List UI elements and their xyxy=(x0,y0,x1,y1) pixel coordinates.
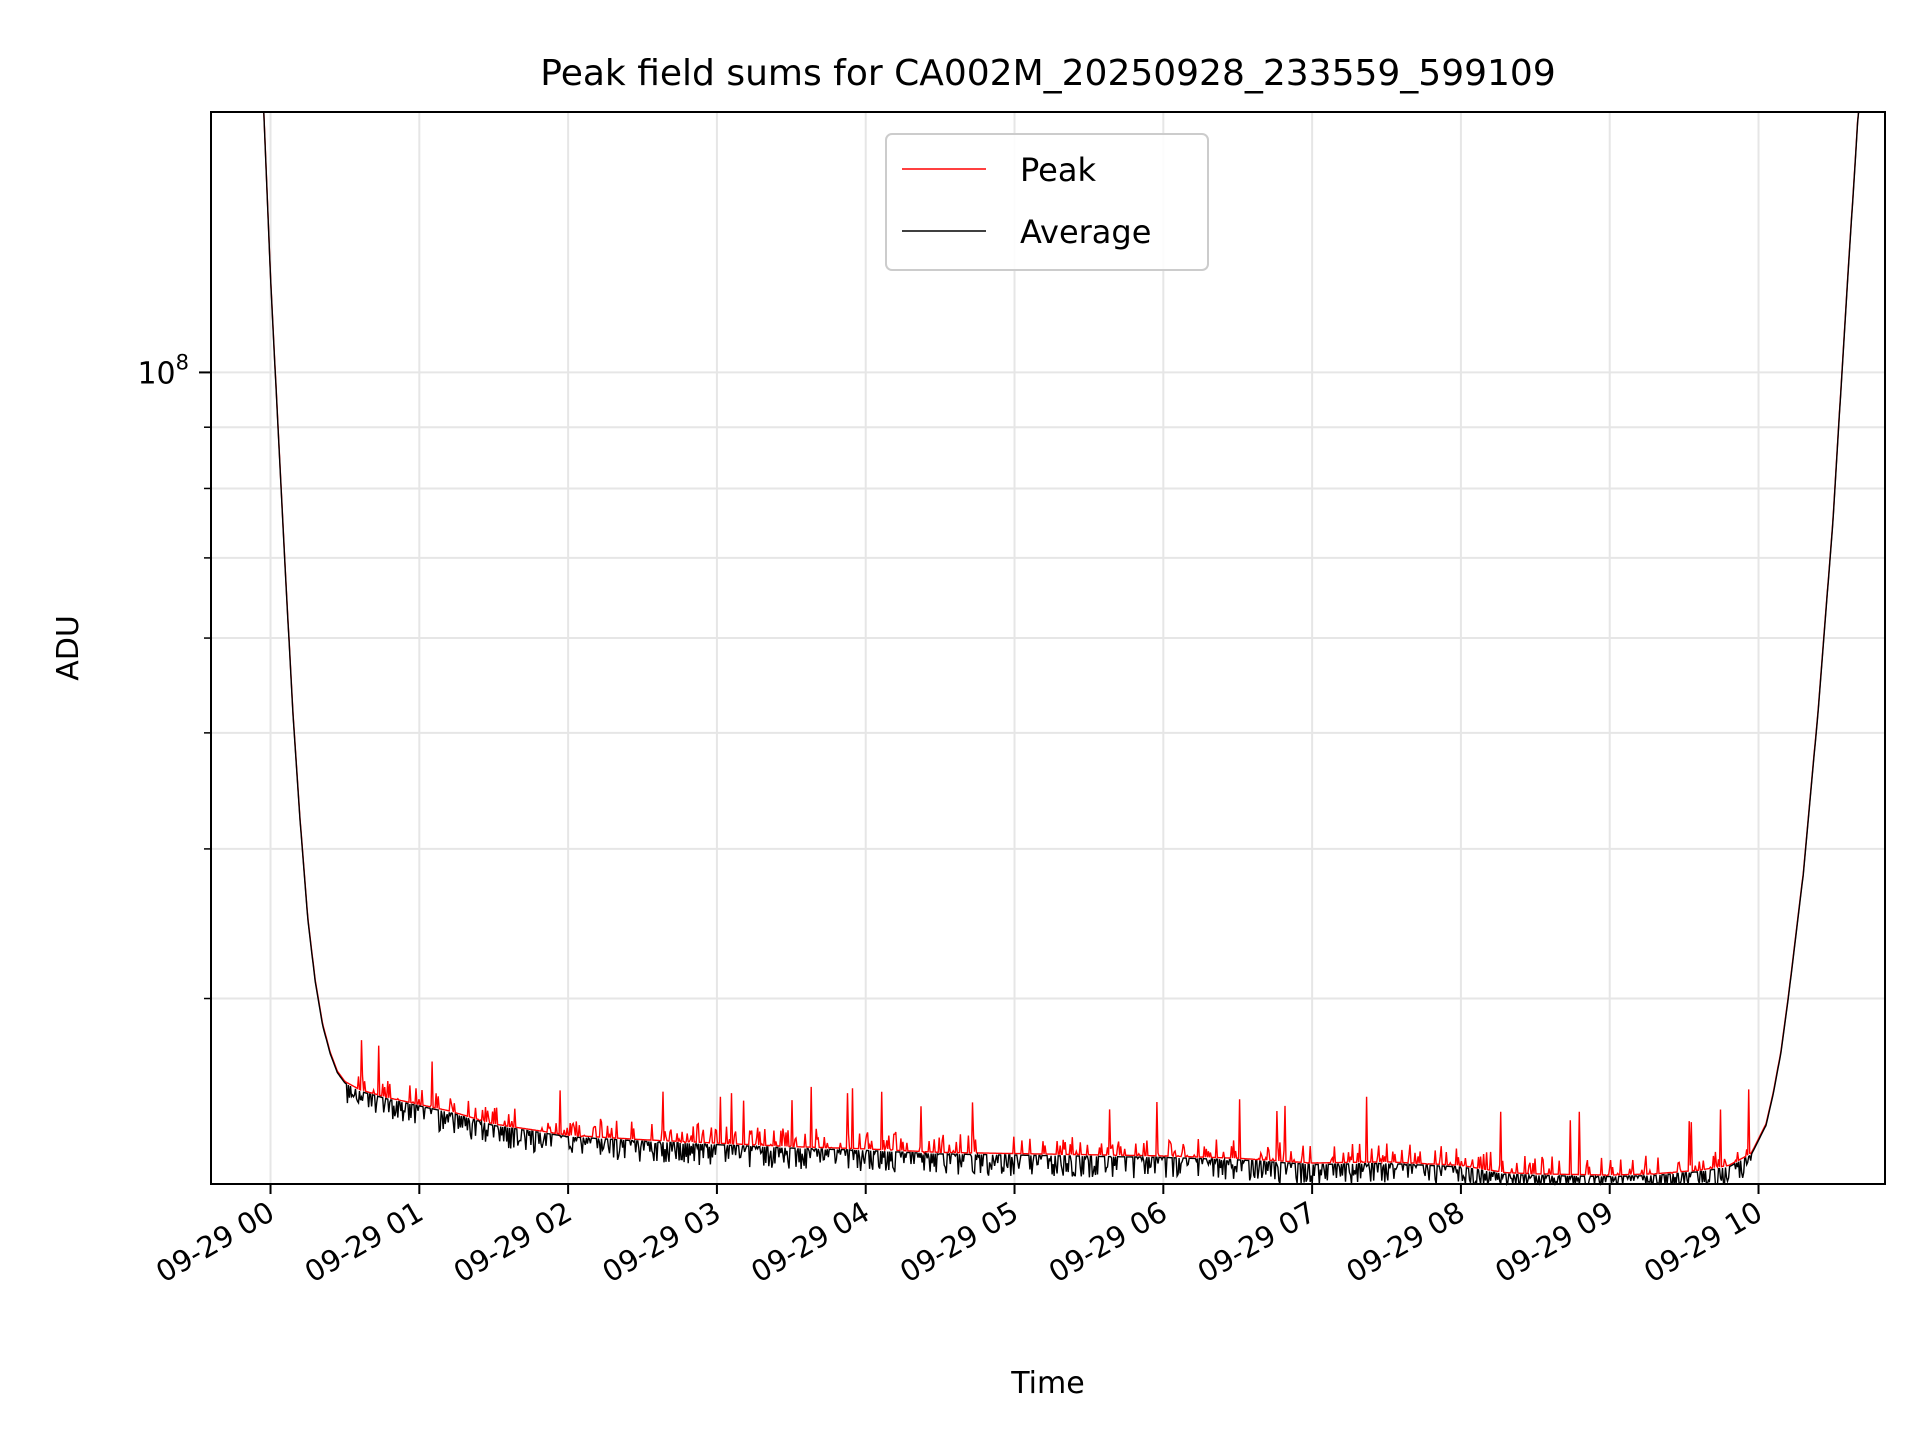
x-axis-label: Time xyxy=(1010,1366,1084,1401)
legend: Peak Average xyxy=(885,133,1209,271)
plot-series xyxy=(252,111,1866,1187)
y-axis-label: ADU xyxy=(51,615,86,681)
series-average-line xyxy=(252,111,1866,1187)
grid xyxy=(211,112,1885,1184)
chart-title: Peak field sums for CA002M_20250928_2335… xyxy=(540,53,1555,94)
legend-average-label: Average xyxy=(1020,213,1151,251)
legend-box xyxy=(885,133,1209,271)
series-peak-line xyxy=(252,111,1866,1178)
plot-frame xyxy=(210,111,1886,1185)
legend-peak-label: Peak xyxy=(1020,151,1096,189)
